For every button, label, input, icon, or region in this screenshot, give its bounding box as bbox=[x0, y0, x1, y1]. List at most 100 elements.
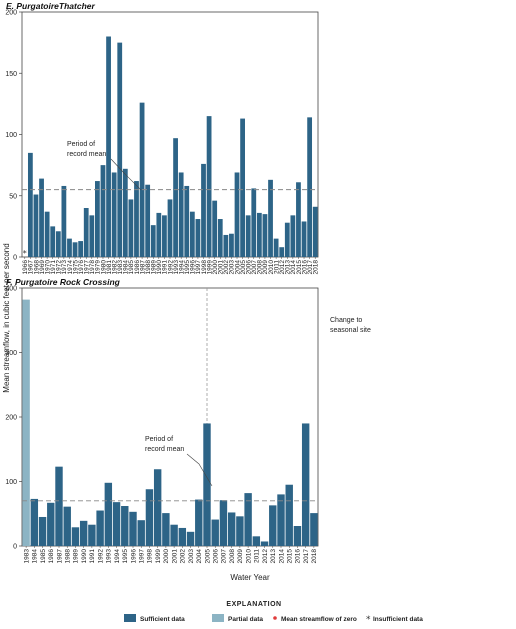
x-tick-label: 1991 bbox=[89, 549, 96, 564]
bar-2012 bbox=[260, 541, 269, 546]
bar-1983 bbox=[117, 42, 123, 257]
bar-1991 bbox=[162, 215, 167, 257]
y-tick-label: 0 bbox=[13, 544, 17, 551]
bar-1985 bbox=[128, 199, 134, 257]
y-tick-label: 100 bbox=[5, 132, 17, 139]
panel-f-mean-leader bbox=[186, 453, 213, 487]
x-tick-label: 2013 bbox=[285, 260, 292, 275]
x-tick-label: 2011 bbox=[254, 549, 261, 563]
bar-2017 bbox=[307, 117, 313, 257]
bar-2010 bbox=[268, 179, 273, 257]
x-tick-label: 1992 bbox=[97, 549, 104, 564]
bar-1984 bbox=[30, 498, 39, 546]
x-tick-label: 1997 bbox=[195, 260, 202, 275]
y-tick-label: 150 bbox=[5, 71, 17, 78]
legend-dot-zero bbox=[273, 616, 277, 620]
bar-1982 bbox=[111, 172, 117, 257]
x-tick-label: 1990 bbox=[81, 549, 88, 564]
x-tick-label: 1969 bbox=[39, 260, 46, 275]
bar-2001 bbox=[217, 219, 223, 257]
bar-1977 bbox=[83, 208, 89, 257]
bar-2015 bbox=[285, 484, 293, 546]
x-tick-label: 2017 bbox=[303, 549, 310, 564]
x-tick-label: 1989 bbox=[73, 549, 80, 564]
bar-2011 bbox=[252, 536, 261, 546]
x-tick-label: 2008 bbox=[229, 549, 236, 564]
bar-2004 bbox=[195, 499, 203, 546]
panel-e-bars: * bbox=[23, 36, 318, 258]
bar-2015 bbox=[296, 182, 301, 257]
x-tick-label: 2002 bbox=[223, 260, 230, 275]
x-tick-label: 1978 bbox=[89, 260, 96, 275]
bar-1972 bbox=[55, 231, 61, 257]
legend-title: EXPLANATION bbox=[226, 601, 281, 608]
x-tick-label: 1976 bbox=[78, 260, 85, 275]
panel-f-mean-label-line2: record mean bbox=[145, 446, 184, 453]
x-tick-label: 2008 bbox=[257, 260, 264, 275]
panel-f-chart: F. Purgatoire Rock Crossing 0 100 200 300 40… bbox=[5, 277, 371, 563]
x-tick-label: 1992 bbox=[167, 260, 174, 275]
bar-1975 bbox=[72, 242, 78, 257]
x-tick-label: 2004 bbox=[234, 260, 241, 275]
x-tick-label: 1974 bbox=[67, 260, 74, 275]
x-tick-label: 1993 bbox=[173, 260, 180, 275]
bar-2003 bbox=[229, 233, 234, 257]
panel-f-y-ticks: 0 100 200 300 400 bbox=[5, 286, 22, 551]
panel-f-bars bbox=[22, 299, 318, 546]
panel-e-chart: E. PurgatoireThatcher 0 50 100 150 200 * Per… bbox=[5, 1, 319, 274]
y-tick-label: 0 bbox=[13, 255, 17, 262]
x-tick-label: 2001 bbox=[218, 260, 225, 275]
x-tick-label: 2000 bbox=[212, 260, 219, 275]
x-tick-label: 2003 bbox=[188, 549, 195, 564]
x-tick-label: 1988 bbox=[65, 549, 72, 564]
bar-1991 bbox=[88, 524, 96, 546]
bar-2014 bbox=[277, 494, 285, 546]
x-tick-label: 1998 bbox=[201, 260, 208, 275]
bar-1980 bbox=[100, 165, 106, 257]
bar-2011 bbox=[273, 238, 279, 257]
bar-1986 bbox=[47, 502, 55, 546]
bar-1985 bbox=[38, 516, 47, 546]
bar-1999 bbox=[153, 469, 162, 546]
x-tick-label: 2012 bbox=[262, 549, 269, 564]
bar-2007 bbox=[219, 500, 228, 546]
panel-e-x-labels: 1966196719681969197019711972197319741975… bbox=[22, 257, 320, 275]
x-tick-label: 1981 bbox=[106, 260, 113, 275]
bar-2005 bbox=[240, 118, 245, 257]
bar-1990 bbox=[156, 212, 162, 257]
x-tick-label: 1990 bbox=[156, 260, 163, 275]
bar-1968 bbox=[33, 194, 39, 257]
bar-2012 bbox=[279, 247, 285, 257]
x-tick-label: 2000 bbox=[163, 549, 170, 564]
bar-1978 bbox=[89, 215, 95, 257]
x-tick-label: 1968 bbox=[33, 260, 40, 275]
x-tick-label: 1989 bbox=[151, 260, 158, 275]
x-tick-label: 1970 bbox=[44, 260, 51, 275]
x-tick-label: 1996 bbox=[190, 260, 197, 275]
y-axis-title: Mean streamflow, in cubic feet per secon… bbox=[2, 243, 11, 392]
bar-1992 bbox=[96, 510, 104, 546]
x-tick-label: 1979 bbox=[95, 260, 102, 275]
bar-1993 bbox=[173, 138, 178, 257]
x-tick-label: 1966 bbox=[22, 260, 29, 275]
bar-1990 bbox=[79, 520, 88, 546]
bar-2008 bbox=[227, 512, 236, 546]
x-tick-label: 1980 bbox=[100, 260, 107, 275]
x-tick-label: 2006 bbox=[213, 549, 220, 564]
y-tick-label: 200 bbox=[5, 415, 17, 422]
bar-1999 bbox=[206, 116, 212, 257]
bar-1998 bbox=[201, 163, 206, 257]
bar-1989 bbox=[71, 527, 80, 546]
x-tick-label: 1972 bbox=[56, 260, 63, 275]
x-tick-label: 1987 bbox=[139, 260, 146, 275]
bar-1970 bbox=[44, 211, 50, 257]
y-tick-label: 200 bbox=[5, 10, 17, 17]
x-axis-title: Water Year bbox=[230, 573, 270, 582]
panel-f-title: F. Purgatoire Rock Crossing bbox=[6, 277, 121, 287]
x-tick-label: 1998 bbox=[147, 549, 154, 564]
x-tick-label: 2015 bbox=[296, 260, 303, 275]
bar-1994 bbox=[112, 502, 121, 546]
bar-1981 bbox=[106, 36, 111, 257]
panel-e-title: E. PurgatoireThatcher bbox=[6, 1, 95, 11]
bar-2008 bbox=[256, 212, 262, 257]
